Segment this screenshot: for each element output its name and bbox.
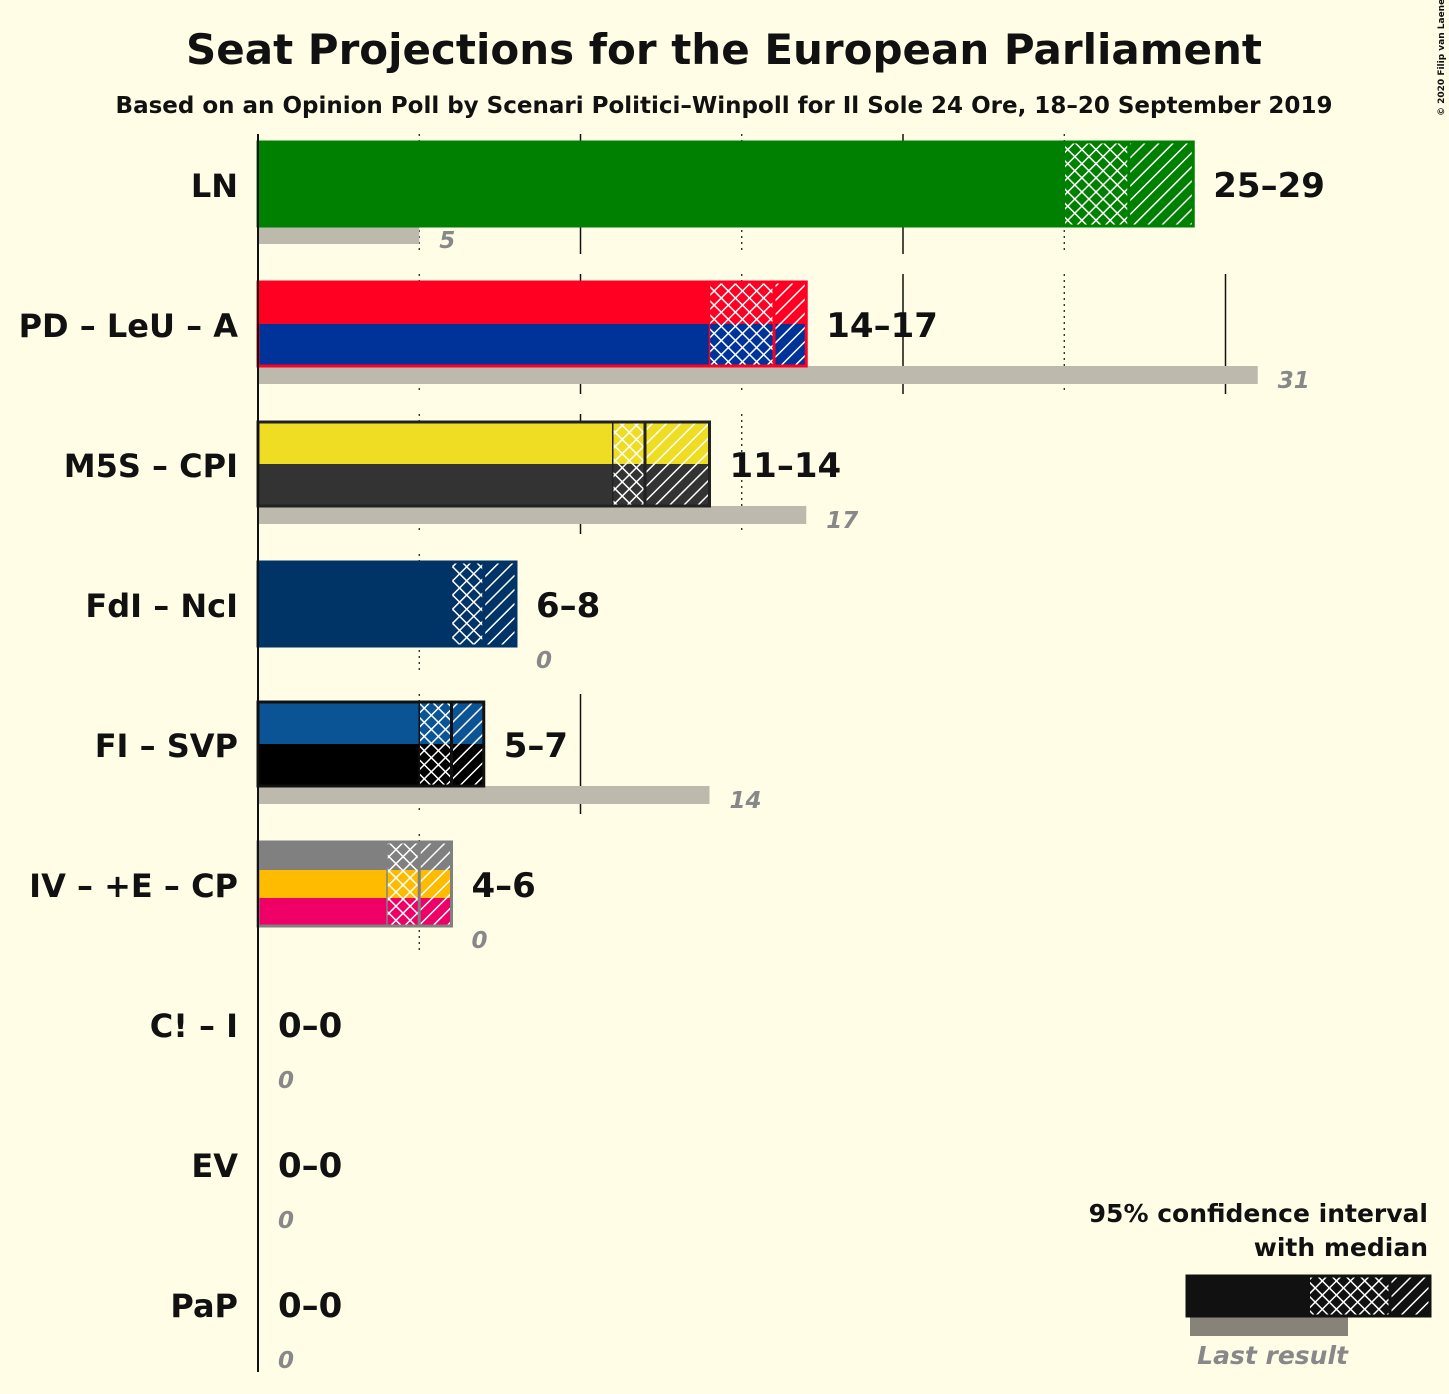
legend-last-label: Last result bbox=[1197, 1341, 1349, 1370]
bar-solid bbox=[258, 422, 613, 465]
legend-title: with median bbox=[1254, 1233, 1428, 1262]
bar-ci-lower-pattern bbox=[709, 282, 774, 366]
last-result-bar bbox=[258, 226, 420, 244]
last-result-label: 0 bbox=[278, 1348, 294, 1374]
legend-last bbox=[1190, 1316, 1348, 1336]
range-label: 5–7 bbox=[504, 726, 568, 766]
bar-solid bbox=[258, 842, 387, 871]
category-label: M5S – CPI bbox=[64, 447, 238, 485]
copyright: © 2020 Filip van Laenen bbox=[1437, 0, 1447, 116]
category-label: LN bbox=[191, 167, 238, 205]
chart-title: Seat Projections for the European Parlia… bbox=[186, 25, 1262, 74]
range-label: 0–0 bbox=[278, 1286, 342, 1326]
range-label: 4–6 bbox=[472, 866, 536, 906]
bar-solid bbox=[258, 702, 420, 745]
bar-ci-upper-pattern bbox=[774, 282, 807, 366]
bar-ci-upper-pattern bbox=[645, 422, 710, 506]
category-label: FdI – NcI bbox=[85, 587, 238, 625]
last-result-label: 5 bbox=[439, 228, 455, 254]
bar-solid bbox=[258, 142, 1065, 227]
legend-solid bbox=[1187, 1276, 1310, 1316]
last-result-label: 17 bbox=[826, 508, 858, 534]
last-result-label: 0 bbox=[278, 1068, 294, 1094]
bar-solid bbox=[258, 464, 613, 507]
bar-ci-lower-pattern bbox=[419, 702, 452, 786]
bar-ci-upper-pattern bbox=[419, 842, 452, 926]
last-result-label: 0 bbox=[536, 648, 552, 674]
legend-diag-pattern bbox=[1390, 1276, 1430, 1316]
category-label: PD – LeU – A bbox=[19, 307, 239, 345]
legend-cross-pattern bbox=[1310, 1276, 1390, 1316]
category-label: C! – I bbox=[150, 1007, 238, 1045]
last-result-label: 14 bbox=[730, 788, 762, 814]
bar-ci-upper-pattern bbox=[1128, 142, 1194, 226]
last-result-bar bbox=[258, 366, 1258, 384]
category-label: FI – SVP bbox=[95, 727, 238, 765]
bar-ci-upper-pattern bbox=[483, 562, 516, 646]
bar-solid bbox=[258, 282, 710, 325]
last-result-label: 0 bbox=[472, 928, 488, 954]
category-label: PaP bbox=[170, 1287, 238, 1325]
range-label: 0–0 bbox=[278, 1146, 342, 1186]
bar-solid bbox=[258, 898, 387, 927]
category-label: EV bbox=[191, 1147, 238, 1185]
bar-ci-upper-pattern bbox=[451, 702, 484, 786]
last-result-label: 0 bbox=[278, 1208, 294, 1234]
bar-solid bbox=[258, 870, 387, 899]
last-result-label: 31 bbox=[1278, 368, 1310, 394]
last-result-bar bbox=[258, 786, 710, 804]
range-label: 14–17 bbox=[826, 306, 938, 346]
bar-solid bbox=[258, 744, 420, 787]
chart-subtitle: Based on an Opinion Poll by Scenari Poli… bbox=[116, 93, 1333, 119]
category-label: IV – +E – CP bbox=[29, 867, 238, 905]
range-label: 6–8 bbox=[536, 586, 600, 626]
last-result-bar bbox=[258, 506, 807, 524]
range-label: 25–29 bbox=[1213, 166, 1325, 206]
legend-outline bbox=[1185, 1274, 1432, 1318]
bar-ci-lower-pattern bbox=[387, 842, 420, 926]
range-label: 11–14 bbox=[730, 446, 842, 486]
bar-ci-lower-pattern bbox=[612, 422, 645, 506]
bar-solid bbox=[258, 562, 452, 647]
bar-ci-lower-pattern bbox=[451, 562, 484, 646]
legend-title: 95% confidence interval bbox=[1089, 1199, 1428, 1228]
bar-solid bbox=[258, 324, 710, 367]
range-label: 0–0 bbox=[278, 1006, 342, 1046]
bar-ci-lower-pattern bbox=[1064, 142, 1129, 226]
